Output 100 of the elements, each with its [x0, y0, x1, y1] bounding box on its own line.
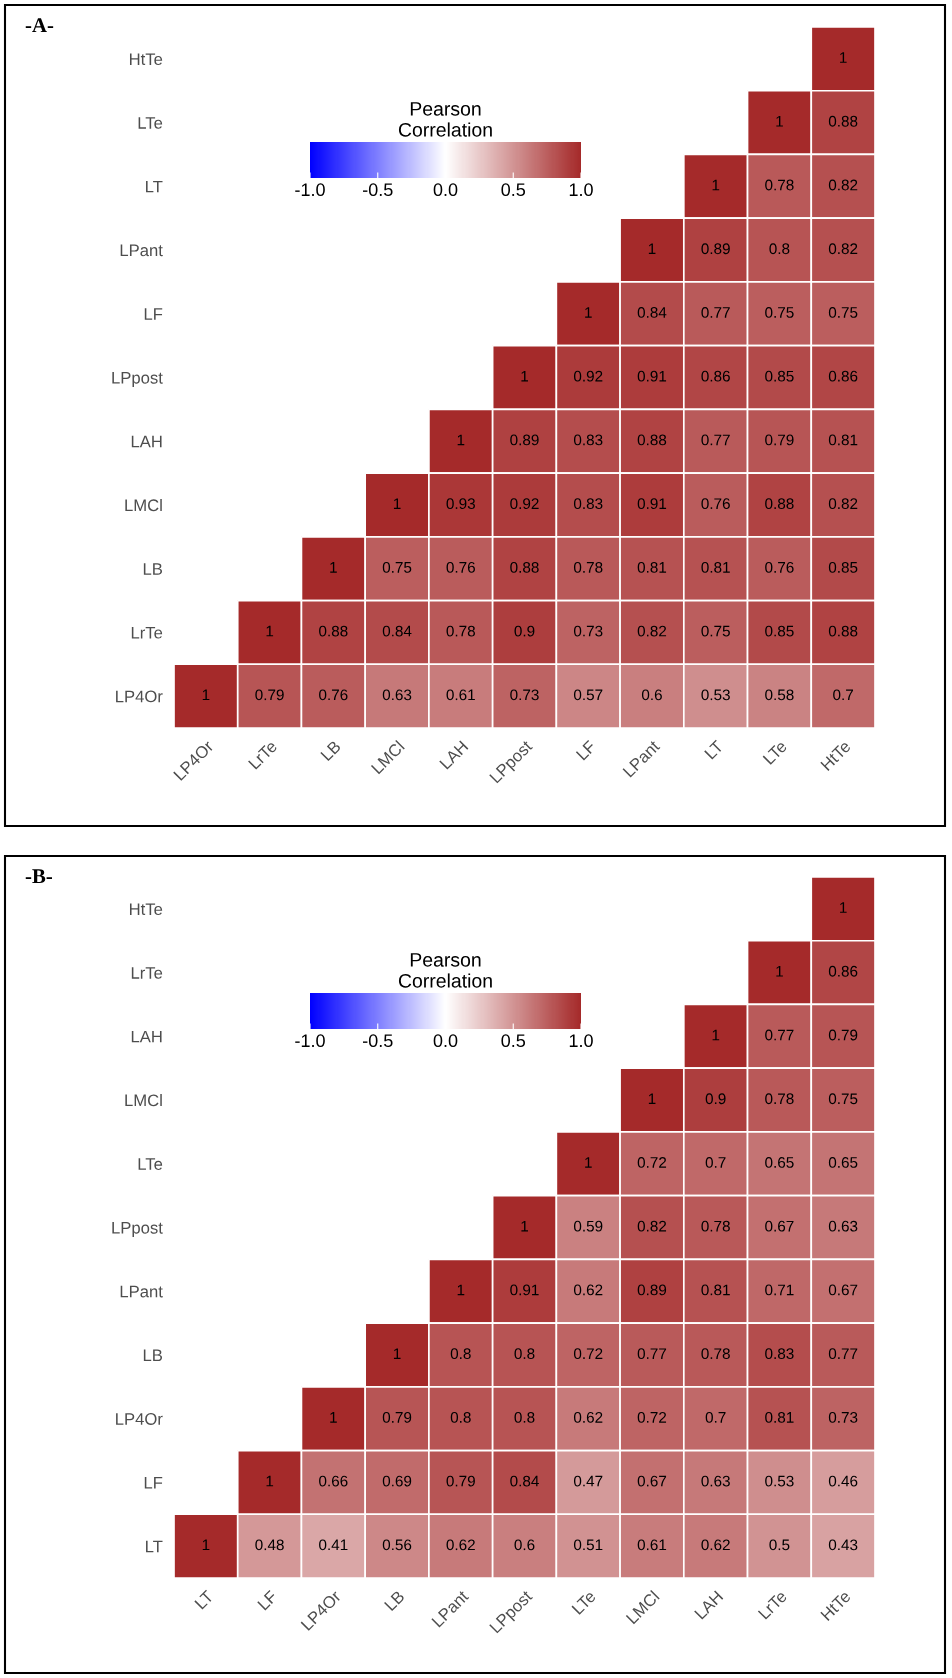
data-label: 0.82 [828, 179, 858, 191]
data-label: 1 [712, 179, 720, 191]
data-label: 0.73 [510, 689, 539, 701]
data-label: 1 [712, 1029, 720, 1041]
data-label: 0.81 [765, 1411, 794, 1423]
x-tick-label: HtTe [820, 740, 852, 772]
data-label: 0.92 [510, 498, 539, 510]
color-bar-label: 1.0 [569, 183, 593, 197]
color-bar-title: Pearson Correlation [398, 953, 492, 988]
data-label: 1 [776, 966, 783, 977]
data-label: 0.72 [637, 1411, 667, 1423]
data-label: 1 [457, 1284, 465, 1296]
color-bar-label: -0.5 [363, 183, 393, 197]
data-label: 0.62 [701, 1539, 730, 1551]
data-label: 0.88 [828, 115, 858, 127]
data-label: 0.78 [765, 179, 794, 191]
data-label: 0.88 [637, 434, 667, 446]
data-label: 0.76 [319, 689, 348, 701]
text: -A- [25, 18, 54, 33]
data-label: 0.58 [765, 689, 794, 701]
data-label: 0.71 [765, 1284, 794, 1296]
x-tick-label: LB [320, 740, 342, 762]
data-label: 0.76 [446, 561, 475, 573]
data-label: 0.63 [701, 1475, 730, 1487]
data-label: 1 [521, 370, 528, 382]
y-tick-label: LAH [131, 435, 162, 448]
data-label: 0.75 [382, 561, 412, 573]
data-label: 0.78 [701, 1348, 730, 1360]
data-label: 0.91 [637, 370, 667, 382]
data-label: 1 [648, 1093, 656, 1104]
data-label: 0.6 [514, 1539, 535, 1551]
data-label: 0.86 [701, 370, 730, 382]
data-label: 0.75 [701, 625, 730, 637]
data-label: 0.72 [573, 1348, 603, 1360]
data-label: 1 [840, 52, 847, 63]
data-label: 1 [266, 625, 274, 637]
data-label: 0.8 [450, 1411, 471, 1423]
data-label: 0.91 [637, 498, 667, 510]
data-label: 1 [457, 434, 465, 446]
data-label: 0.75 [828, 1093, 858, 1105]
data-label: 0.79 [382, 1411, 412, 1423]
y-tick-label: LF [144, 1476, 163, 1489]
color-bar-label: -0.5 [363, 1034, 393, 1048]
data-label: 0.53 [765, 1475, 794, 1487]
data-label: 0.88 [319, 625, 348, 637]
data-label: 0.86 [828, 370, 858, 382]
data-label: 0.81 [701, 1284, 730, 1296]
data-label: 0.56 [382, 1539, 412, 1551]
data-label: 0.86 [828, 965, 858, 977]
x-tick-label: LTe [571, 1590, 597, 1615]
data-label: 0.83 [765, 1348, 794, 1360]
data-label: 0.8 [450, 1348, 471, 1360]
color-bar-label: 0.5 [501, 1034, 526, 1048]
y-tick-label: HtTe [130, 53, 163, 66]
data-label: 0.8 [514, 1348, 535, 1360]
y-tick-label: LTe [138, 117, 163, 129]
color-bar-label: -1.0 [295, 1034, 325, 1048]
y-tick-label: LTe [138, 1158, 163, 1170]
data-label: 0.88 [510, 561, 539, 573]
data-label: 0.41 [319, 1539, 348, 1551]
y-tick-label: LF [144, 308, 163, 320]
data-label: 0.62 [573, 1411, 603, 1423]
data-label: 0.61 [637, 1539, 667, 1551]
y-tick-label: LPant [120, 244, 163, 257]
data-label: 0.79 [255, 689, 284, 701]
data-label: 0.78 [765, 1093, 794, 1105]
data-label: 0.51 [573, 1539, 603, 1551]
data-label: 1 [776, 116, 783, 127]
data-label: 0.84 [382, 625, 412, 637]
data-label: 1 [393, 1348, 401, 1359]
data-label: 0.84 [637, 307, 667, 318]
data-label: 1 [266, 1475, 274, 1487]
x-tick-label: LT [194, 1589, 215, 1610]
x-tick-label: LTe [762, 740, 788, 765]
data-label: 0.85 [828, 561, 858, 573]
data-label: 0.77 [828, 1348, 858, 1360]
x-tick-label: LB [384, 1590, 405, 1612]
y-tick-label: LT [146, 1540, 163, 1553]
y-tick-label: LPant [120, 1285, 163, 1298]
data-label: 0.67 [637, 1475, 667, 1487]
data-label: 0.82 [828, 498, 858, 510]
y-tick-label: LB [143, 1349, 163, 1361]
data-label: 0.72 [637, 1157, 667, 1168]
data-label: 0.59 [573, 1220, 603, 1232]
x-tick-label: HtTe [820, 1590, 852, 1622]
x-tick-label: LT [704, 739, 724, 760]
data-label: 0.82 [637, 1220, 667, 1232]
data-label: 0.66 [319, 1475, 348, 1487]
data-label: 1 [202, 1539, 210, 1551]
data-label: 0.77 [637, 1348, 667, 1360]
color-bar-label: -1.0 [295, 183, 325, 197]
data-label: 0.77 [765, 1029, 794, 1041]
data-label: 0.46 [828, 1475, 858, 1487]
data-label: 0.76 [701, 498, 730, 510]
data-label: 0.76 [765, 561, 794, 573]
y-tick-label: LrTe [131, 967, 163, 979]
y-tick-label: LrTe [131, 626, 163, 639]
data-label: 0.91 [510, 1284, 539, 1296]
data-label: 0.92 [573, 370, 603, 382]
y-tick-label: LMCl [125, 498, 162, 512]
